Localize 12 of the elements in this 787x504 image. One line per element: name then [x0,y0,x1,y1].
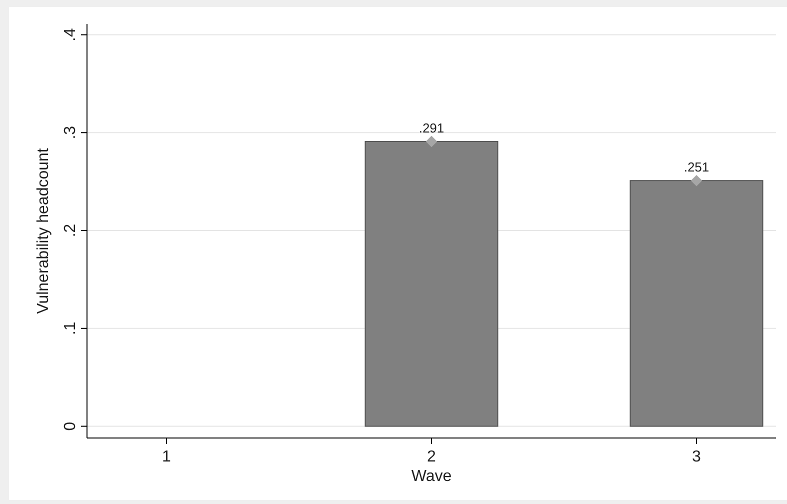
y-axis-title: Vulnerability headcount [35,148,52,314]
x-axis-title: Wave [411,468,452,485]
y-tick-label: .3 [62,126,79,140]
y-tick-label: .4 [62,28,79,42]
y-tick-label: .1 [62,322,79,336]
data-label: .251 [684,160,710,175]
x-tick-label: 3 [692,448,702,466]
x-tick-label: 1 [162,448,172,466]
y-tick-label: 0 [62,422,79,431]
x-tick-label: 2 [427,448,436,466]
data-label: .291 [418,120,444,136]
y-tick-label: .2 [62,224,79,238]
